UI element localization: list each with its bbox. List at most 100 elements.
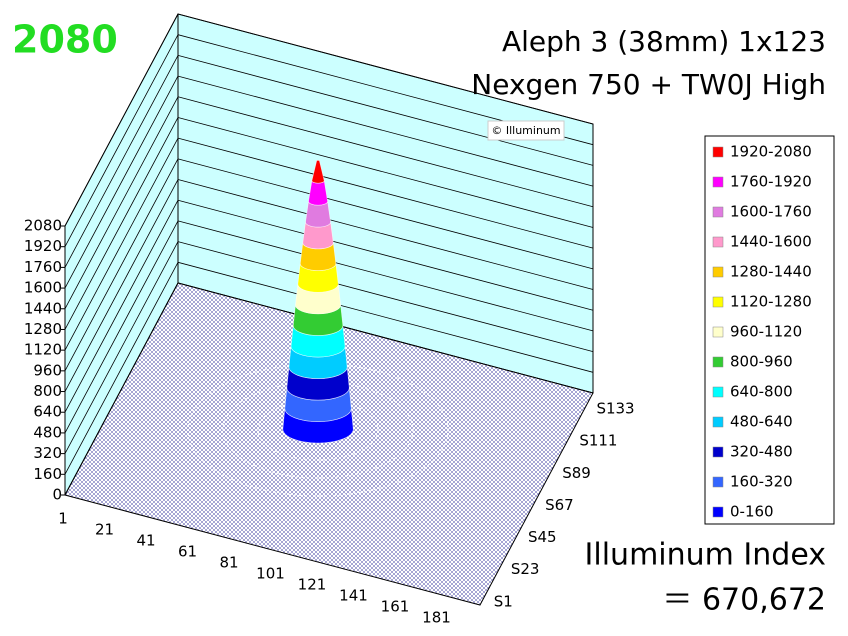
legend-swatch (712, 326, 724, 338)
grid (61, 13, 594, 496)
legend-swatch (712, 386, 724, 398)
y-tick-label: S67 (545, 496, 574, 514)
x-tick-label: 21 (95, 521, 114, 539)
legend-swatch (712, 356, 724, 368)
x-tick-label: 1 (58, 510, 68, 528)
grid-line (64, 13, 179, 227)
grid-line (64, 200, 179, 413)
grid-line (177, 179, 594, 290)
x-tick-label: 41 (136, 532, 155, 550)
legend-swatch (712, 206, 724, 218)
chart-title: Aleph 3 (38mm) 1x123 (502, 25, 826, 58)
legend-label: 320-480 (730, 443, 793, 461)
grid-line (64, 179, 179, 392)
z-tick-label: 1440 (24, 299, 62, 317)
legend-swatch (712, 176, 724, 188)
grid-line (64, 75, 179, 289)
grid-line (64, 55, 179, 268)
z-tick-label: 160 (33, 465, 62, 483)
grid-line (177, 96, 594, 208)
index-value: ＝ 670,672 (662, 583, 826, 618)
grid-line (177, 220, 594, 332)
peak (282, 159, 354, 444)
y-tick-label: S23 (511, 560, 540, 578)
grid-line (177, 137, 594, 249)
grid-line (64, 137, 179, 351)
z-tick-label: 320 (33, 444, 62, 462)
legend-label: 0-160 (730, 503, 774, 521)
legend-label: 1280-1440 (730, 263, 812, 281)
legend-label: 1440-1600 (730, 233, 812, 251)
peak-label: 2080 (12, 18, 118, 62)
x-tick-label: 81 (219, 554, 238, 572)
legend-label: 1760-1920 (730, 173, 812, 191)
legend-swatch (712, 296, 724, 308)
x-tick-label: 101 (256, 565, 285, 583)
legend-swatch (712, 476, 724, 488)
x-tick-label: 121 (298, 576, 327, 594)
watermark-box (487, 120, 565, 141)
z-tick-label: 1280 (24, 320, 62, 338)
legend-swatch (712, 236, 724, 248)
grid-line (177, 117, 594, 228)
z-tick-label: 480 (33, 423, 62, 441)
z-tick-label: 1120 (24, 341, 62, 359)
y-tick-label: S1 (494, 592, 513, 610)
x-tick-label: 141 (339, 587, 368, 605)
grid-line (64, 220, 179, 434)
grid-line (177, 199, 594, 311)
watermark: © Illuminum (491, 124, 560, 137)
grid-line (177, 13, 594, 125)
legend-swatch (712, 146, 724, 158)
labels: 0 160 320 480 640 800 960 1120 1280 1440 1600 1760 1… (24, 217, 635, 627)
legend-label: 1600-1760 (730, 203, 812, 221)
peak-band (308, 180, 328, 206)
grid-line (64, 158, 179, 372)
z-tick-label: 960 (33, 361, 62, 379)
z-tick-label: 1760 (24, 258, 62, 276)
legend-label: 480-640 (730, 413, 793, 431)
legend-swatch (712, 506, 724, 518)
y-tick-label: S133 (596, 400, 634, 418)
grid-line (177, 158, 594, 270)
grid-line (177, 54, 594, 166)
z-tick-label: 1920 (24, 237, 62, 255)
y-tick-label: S45 (528, 528, 557, 546)
y-tick-label: S111 (579, 432, 617, 450)
legend-items: 1920-2080 1760-1920 1600-1760 1440-1600 1280… (712, 143, 812, 521)
legend-label: 160-320 (730, 473, 793, 491)
z-tick-label: 2080 (24, 217, 62, 235)
legend-label: 1920-2080 (730, 143, 812, 161)
legend-label: 1120-1280 (730, 293, 812, 311)
index-label: Illuminum Index (585, 538, 826, 573)
legend-swatch (712, 416, 724, 428)
grid-line (64, 34, 179, 247)
legend-label: 640-800 (730, 383, 793, 401)
legend-label: 800-960 (730, 353, 793, 371)
grid-line (177, 75, 594, 187)
legend-swatch (712, 266, 724, 278)
peak-band (311, 159, 325, 184)
plot-area (64, 13, 594, 606)
grid-line (177, 261, 594, 373)
grid-line (177, 282, 594, 394)
grid-line (64, 262, 179, 475)
x-tick-label: 181 (422, 609, 451, 627)
grid-line (64, 117, 179, 330)
grid-line (64, 282, 179, 496)
x-tick-label: 61 (178, 543, 197, 561)
legend-label: 960-1120 (730, 323, 802, 341)
grid-line (64, 96, 179, 309)
y-tick-label: S89 (562, 464, 591, 482)
legend-swatch (712, 446, 724, 458)
z-tick-label: 1600 (24, 279, 62, 297)
chart-subtitle: Nexgen 750 + TW0J High (471, 68, 826, 101)
x-tick-label: 161 (381, 598, 410, 616)
z-tick-label: 800 (33, 382, 62, 400)
grid-line (64, 241, 179, 454)
z-tick-label: 640 (33, 403, 62, 421)
grid-line (177, 241, 594, 353)
legend (704, 135, 835, 525)
z-tick-label: 0 (52, 486, 62, 504)
